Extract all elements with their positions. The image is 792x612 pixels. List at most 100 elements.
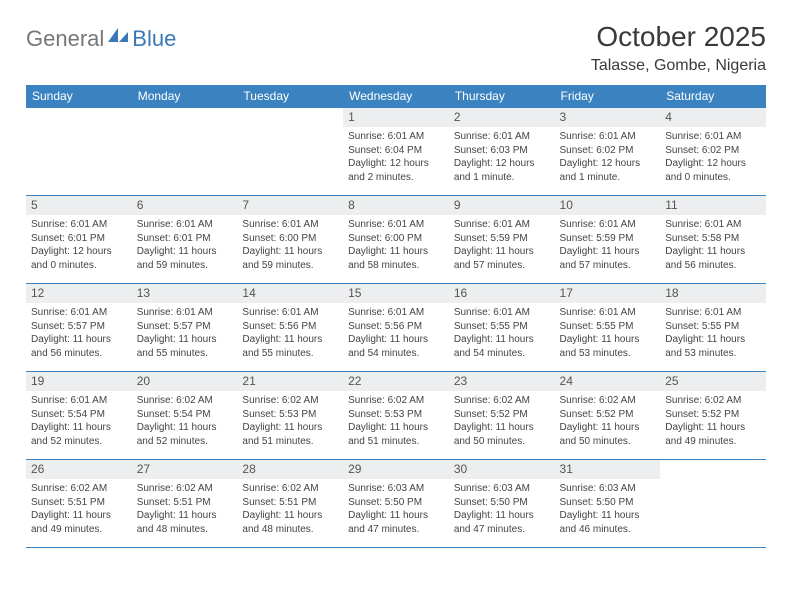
sunrise-text: Sunrise: 6:01 AM (137, 218, 233, 232)
sunrise-text: Sunrise: 6:01 AM (348, 130, 444, 144)
sunrise-text: Sunrise: 6:03 AM (454, 482, 550, 496)
calendar-day-cell: 5Sunrise: 6:01 AMSunset: 6:01 PMDaylight… (26, 195, 132, 283)
daylight-text: Daylight: 11 hours and 50 minutes. (560, 421, 656, 448)
title-block: October 2025 Talasse, Gombe, Nigeria (591, 22, 766, 75)
calendar-day-cell: 25Sunrise: 6:02 AMSunset: 5:52 PMDayligh… (660, 371, 766, 459)
daylight-text: Daylight: 11 hours and 47 minutes. (348, 509, 444, 536)
day-number: 10 (555, 196, 661, 216)
sunset-text: Sunset: 5:52 PM (560, 408, 656, 422)
calendar-week-row: 1Sunrise: 6:01 AMSunset: 6:04 PMDaylight… (26, 107, 766, 195)
sunrise-text: Sunrise: 6:01 AM (665, 218, 761, 232)
calendar-day-cell: 30Sunrise: 6:03 AMSunset: 5:50 PMDayligh… (449, 459, 555, 547)
sunset-text: Sunset: 5:57 PM (137, 320, 233, 334)
calendar-day-cell: 14Sunrise: 6:01 AMSunset: 5:56 PMDayligh… (237, 283, 343, 371)
weekday-header: Friday (555, 85, 661, 108)
sunset-text: Sunset: 5:59 PM (454, 232, 550, 246)
daylight-text: Daylight: 12 hours and 0 minutes. (31, 245, 127, 272)
day-details: Sunrise: 6:01 AMSunset: 5:58 PMDaylight:… (660, 215, 766, 276)
sunrise-text: Sunrise: 6:01 AM (137, 306, 233, 320)
sunrise-text: Sunrise: 6:03 AM (560, 482, 656, 496)
sunrise-text: Sunrise: 6:01 AM (454, 306, 550, 320)
day-number: 16 (449, 284, 555, 304)
sunrise-text: Sunrise: 6:02 AM (665, 394, 761, 408)
brand-logo: General Blue (26, 22, 176, 52)
calendar-day-cell: 24Sunrise: 6:02 AMSunset: 5:52 PMDayligh… (555, 371, 661, 459)
calendar-day-cell: 9Sunrise: 6:01 AMSunset: 5:59 PMDaylight… (449, 195, 555, 283)
sunrise-text: Sunrise: 6:01 AM (348, 218, 444, 232)
daylight-text: Daylight: 11 hours and 58 minutes. (348, 245, 444, 272)
day-details: Sunrise: 6:02 AMSunset: 5:51 PMDaylight:… (26, 479, 132, 540)
daylight-text: Daylight: 11 hours and 54 minutes. (454, 333, 550, 360)
calendar-day-cell (26, 107, 132, 195)
day-number: 2 (449, 108, 555, 128)
calendar-day-cell: 10Sunrise: 6:01 AMSunset: 5:59 PMDayligh… (555, 195, 661, 283)
sunrise-text: Sunrise: 6:01 AM (560, 306, 656, 320)
sunrise-text: Sunrise: 6:01 AM (560, 130, 656, 144)
day-details: Sunrise: 6:03 AMSunset: 5:50 PMDaylight:… (449, 479, 555, 540)
calendar-day-cell: 26Sunrise: 6:02 AMSunset: 5:51 PMDayligh… (26, 459, 132, 547)
sunset-text: Sunset: 5:54 PM (31, 408, 127, 422)
daylight-text: Daylight: 11 hours and 53 minutes. (560, 333, 656, 360)
brand-text-blue: Blue (132, 26, 176, 52)
calendar-day-cell: 15Sunrise: 6:01 AMSunset: 5:56 PMDayligh… (343, 283, 449, 371)
daylight-text: Daylight: 11 hours and 47 minutes. (454, 509, 550, 536)
sunset-text: Sunset: 6:02 PM (665, 144, 761, 158)
sunset-text: Sunset: 6:03 PM (454, 144, 550, 158)
day-number: 3 (555, 108, 661, 128)
sunset-text: Sunset: 6:00 PM (348, 232, 444, 246)
daylight-text: Daylight: 11 hours and 49 minutes. (665, 421, 761, 448)
sunrise-text: Sunrise: 6:01 AM (454, 218, 550, 232)
sunset-text: Sunset: 6:00 PM (242, 232, 338, 246)
day-number: 14 (237, 284, 343, 304)
day-details: Sunrise: 6:01 AMSunset: 5:57 PMDaylight:… (132, 303, 238, 364)
sunset-text: Sunset: 6:01 PM (137, 232, 233, 246)
daylight-text: Daylight: 11 hours and 51 minutes. (242, 421, 338, 448)
brand-text-general: General (26, 26, 104, 52)
day-details: Sunrise: 6:03 AMSunset: 5:50 PMDaylight:… (343, 479, 449, 540)
day-details: Sunrise: 6:03 AMSunset: 5:50 PMDaylight:… (555, 479, 661, 540)
day-details: Sunrise: 6:01 AMSunset: 5:55 PMDaylight:… (449, 303, 555, 364)
day-details: Sunrise: 6:02 AMSunset: 5:51 PMDaylight:… (237, 479, 343, 540)
calendar-body: 1Sunrise: 6:01 AMSunset: 6:04 PMDaylight… (26, 107, 766, 547)
calendar-header-row: Sunday Monday Tuesday Wednesday Thursday… (26, 85, 766, 108)
day-number: 6 (132, 196, 238, 216)
sunset-text: Sunset: 6:01 PM (31, 232, 127, 246)
daylight-text: Daylight: 11 hours and 56 minutes. (665, 245, 761, 272)
calendar-day-cell: 21Sunrise: 6:02 AMSunset: 5:53 PMDayligh… (237, 371, 343, 459)
sunrise-text: Sunrise: 6:02 AM (454, 394, 550, 408)
calendar-week-row: 26Sunrise: 6:02 AMSunset: 5:51 PMDayligh… (26, 459, 766, 547)
sunrise-text: Sunrise: 6:02 AM (560, 394, 656, 408)
sunset-text: Sunset: 5:50 PM (560, 496, 656, 510)
day-details: Sunrise: 6:01 AMSunset: 5:56 PMDaylight:… (237, 303, 343, 364)
day-number: 23 (449, 372, 555, 392)
sunset-text: Sunset: 5:55 PM (560, 320, 656, 334)
location-subtitle: Talasse, Gombe, Nigeria (591, 57, 766, 75)
weekday-header: Tuesday (237, 85, 343, 108)
sunrise-text: Sunrise: 6:01 AM (31, 394, 127, 408)
calendar-day-cell: 4Sunrise: 6:01 AMSunset: 6:02 PMDaylight… (660, 107, 766, 195)
calendar-day-cell: 8Sunrise: 6:01 AMSunset: 6:00 PMDaylight… (343, 195, 449, 283)
sunset-text: Sunset: 5:56 PM (242, 320, 338, 334)
sunset-text: Sunset: 5:55 PM (665, 320, 761, 334)
sunset-text: Sunset: 5:50 PM (348, 496, 444, 510)
day-number: 29 (343, 460, 449, 480)
daylight-text: Daylight: 12 hours and 0 minutes. (665, 157, 761, 184)
sunset-text: Sunset: 5:57 PM (31, 320, 127, 334)
day-details: Sunrise: 6:01 AMSunset: 6:03 PMDaylight:… (449, 127, 555, 188)
daylight-text: Daylight: 11 hours and 56 minutes. (31, 333, 127, 360)
sunset-text: Sunset: 5:58 PM (665, 232, 761, 246)
sunrise-text: Sunrise: 6:01 AM (31, 218, 127, 232)
calendar-day-cell (660, 459, 766, 547)
sunset-text: Sunset: 5:54 PM (137, 408, 233, 422)
daylight-text: Daylight: 11 hours and 59 minutes. (137, 245, 233, 272)
calendar-day-cell (237, 107, 343, 195)
daylight-text: Daylight: 11 hours and 52 minutes. (31, 421, 127, 448)
day-number: 19 (26, 372, 132, 392)
day-number: 13 (132, 284, 238, 304)
day-number: 24 (555, 372, 661, 392)
sunset-text: Sunset: 5:55 PM (454, 320, 550, 334)
sunset-text: Sunset: 5:53 PM (242, 408, 338, 422)
day-details: Sunrise: 6:02 AMSunset: 5:52 PMDaylight:… (555, 391, 661, 452)
sunrise-text: Sunrise: 6:01 AM (31, 306, 127, 320)
sunset-text: Sunset: 5:52 PM (665, 408, 761, 422)
